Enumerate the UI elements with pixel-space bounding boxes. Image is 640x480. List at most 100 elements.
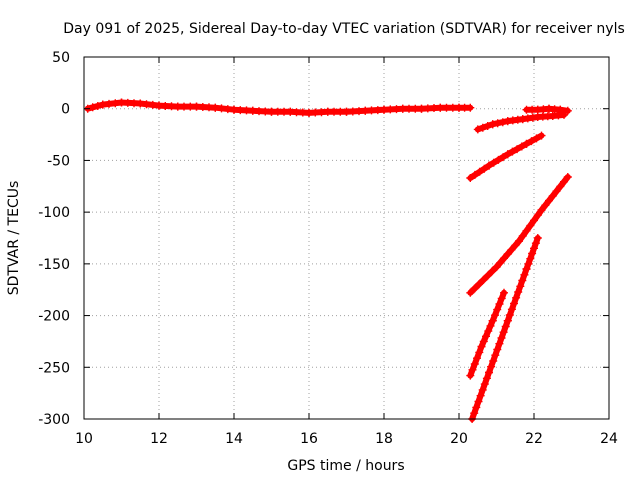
data-point — [499, 153, 508, 162]
data-point — [537, 206, 546, 215]
series-trail — [467, 289, 507, 379]
data-point — [486, 321, 495, 330]
data-point — [478, 123, 487, 132]
data-point — [479, 337, 488, 346]
data-point — [505, 311, 514, 319]
data-point — [507, 305, 516, 314]
y-tick-label: 0 — [61, 102, 70, 118]
data-point — [473, 125, 482, 134]
data-point — [556, 182, 565, 191]
data-point — [527, 137, 536, 146]
data-point — [475, 280, 483, 289]
data-point — [533, 211, 542, 220]
y-tick-label: -50 — [47, 153, 70, 169]
data-point — [524, 259, 533, 268]
data-point — [507, 245, 516, 254]
x-tick-label: 20 — [450, 431, 468, 447]
data-point — [533, 234, 542, 242]
plot-frame — [83, 56, 610, 420]
data-point — [515, 237, 523, 246]
x-tick-label: 18 — [375, 431, 393, 447]
data-point — [466, 174, 475, 182]
data-point — [500, 288, 508, 297]
data-point — [526, 221, 535, 230]
data-point — [474, 397, 483, 406]
data-point — [503, 250, 512, 258]
x-axis-label: GPS time / hours — [287, 458, 404, 474]
data-point — [531, 239, 540, 248]
y-tick-label: -200 — [38, 309, 70, 325]
data-point — [548, 191, 557, 200]
data-point — [482, 332, 490, 341]
data-point — [472, 403, 481, 412]
data-point — [516, 282, 525, 291]
data-point — [480, 164, 489, 173]
data-point — [480, 380, 489, 389]
data-point — [563, 173, 572, 181]
data-point — [470, 170, 479, 179]
data-point — [88, 103, 97, 112]
data-point — [466, 288, 475, 297]
data-point — [501, 322, 510, 331]
data-point — [528, 249, 537, 258]
data-point — [491, 311, 499, 320]
data-point — [493, 345, 502, 354]
data-point — [470, 284, 479, 293]
x-tick-label: 10 — [75, 431, 93, 447]
x-tick-label: 16 — [300, 431, 318, 447]
data-point — [142, 100, 151, 109]
data-point — [211, 103, 220, 112]
series-1 — [83, 98, 475, 117]
data-point — [532, 134, 541, 143]
data-point — [487, 362, 496, 371]
data-point — [530, 244, 538, 253]
data-point — [493, 305, 502, 314]
data-point — [541, 201, 550, 210]
data-point — [483, 122, 492, 130]
data-point — [503, 316, 512, 325]
data-point — [552, 187, 561, 196]
y-tick-label: -250 — [38, 360, 70, 376]
data-point — [476, 391, 485, 400]
series-trail — [474, 111, 567, 133]
y-axis-label: SDTVAR / TECUs — [6, 181, 22, 296]
data-point — [493, 119, 502, 128]
y-axis-ticks: 50 0 -50 -100 -150 -200 -250 -300 — [38, 50, 609, 428]
data-point — [470, 360, 479, 368]
data-point — [514, 288, 523, 296]
data-point — [483, 271, 492, 280]
data-point — [499, 328, 508, 337]
data-point — [523, 114, 532, 123]
data-point — [500, 254, 508, 263]
data-point — [475, 348, 484, 357]
data-point — [491, 351, 500, 360]
data-point — [518, 231, 527, 240]
data-point — [479, 275, 488, 284]
y-tick-label: -150 — [38, 257, 70, 273]
data-point — [513, 145, 522, 154]
data-point — [466, 103, 475, 112]
data-point — [537, 131, 546, 140]
data-point — [489, 357, 498, 365]
x-tick-label: 12 — [150, 431, 168, 447]
data-point — [503, 150, 512, 159]
series-6 — [466, 288, 508, 380]
data-point — [497, 294, 506, 303]
data-point — [495, 300, 504, 308]
chart-title: Day 091 of 2025, Sidereal Day-to-day VTE… — [63, 21, 625, 37]
series-4 — [466, 131, 546, 182]
data-point — [508, 116, 517, 125]
y-tick-label: -100 — [38, 205, 70, 221]
data-point — [485, 161, 493, 170]
data-point — [473, 354, 481, 363]
data-point — [488, 267, 497, 276]
data-point — [563, 106, 572, 115]
data-point — [508, 147, 517, 156]
data-point — [522, 265, 531, 273]
data-point — [496, 258, 505, 267]
x-tick-label: 14 — [225, 431, 243, 447]
data-point — [494, 155, 503, 164]
series-3 — [522, 104, 572, 115]
data-point — [517, 142, 526, 151]
